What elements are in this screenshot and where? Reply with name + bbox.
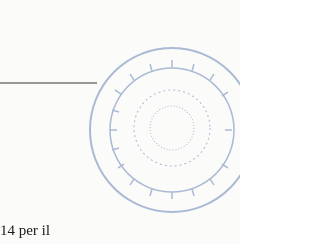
stamp-inner-ring xyxy=(110,68,234,192)
body-text: 14 per il xyxy=(0,223,50,240)
stamp-emblem-center xyxy=(150,106,194,150)
scan-marks xyxy=(0,0,240,244)
stamp-lettering xyxy=(110,60,232,199)
stamp-emblem xyxy=(134,90,210,166)
document-fragment: 14 per il xyxy=(0,0,240,244)
stamp xyxy=(90,48,240,212)
